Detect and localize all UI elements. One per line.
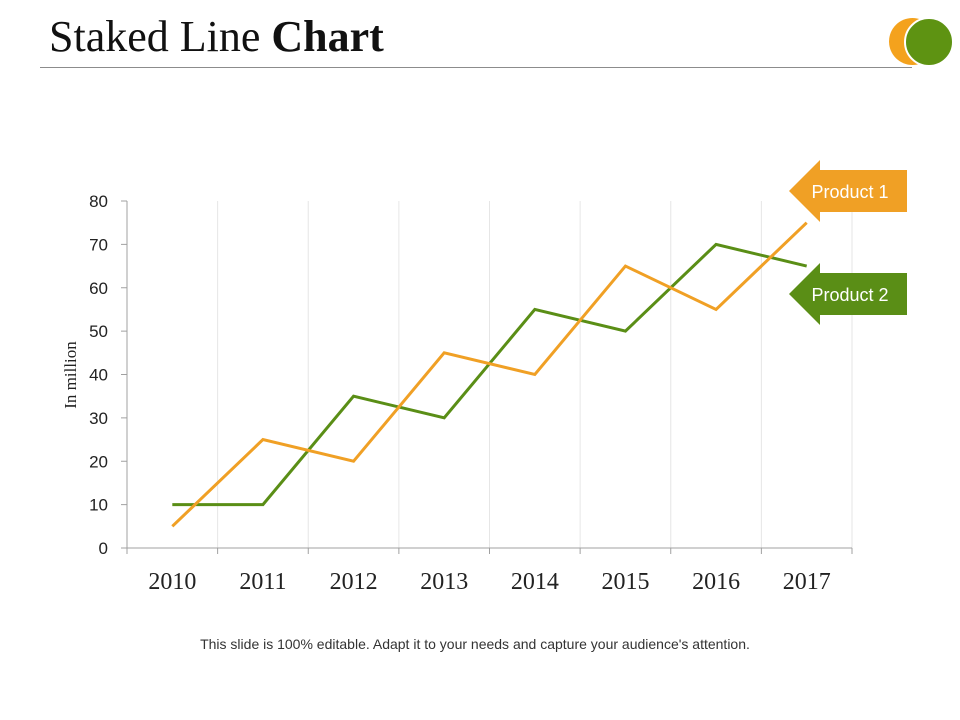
x-tick-label-2015: 2015 (601, 569, 649, 595)
y-tick-label-50: 50 (89, 322, 108, 341)
y-tick-label-10: 10 (89, 496, 108, 515)
legend-arrow-1 (789, 160, 907, 222)
series-line-1 (171, 221, 808, 528)
footer-note: This slide is 100% editable. Adapt it to… (200, 636, 750, 652)
x-tick-label-2016: 2016 (692, 569, 740, 595)
legend-callout-2: Product 2 (789, 263, 907, 325)
slide-title-bold: Chart (271, 12, 384, 61)
legend-label-1: Product 1 (811, 182, 888, 202)
y-tick-label-40: 40 (89, 366, 108, 385)
title-divider (40, 67, 912, 68)
slide-title-normal: Staked Line (49, 12, 272, 61)
x-tick-label-2017: 2017 (783, 569, 831, 595)
y-tick-label-30: 30 (89, 409, 108, 428)
x-tick-label-2010: 2010 (148, 569, 196, 595)
green-circle-icon (904, 17, 954, 67)
x-tick-label-2012: 2012 (330, 569, 378, 595)
chart-legend: Product 1 Product 2 (789, 160, 907, 325)
legend-label-2: Product 2 (811, 285, 888, 305)
y-axis-label: In million (61, 341, 80, 409)
x-tick-label-2011: 2011 (239, 569, 286, 595)
chart-gridlines (217, 201, 853, 548)
slide-title: Staked Line Chart (49, 8, 384, 66)
y-tick-label-60: 60 (89, 279, 108, 298)
y-tick-label-20: 20 (89, 452, 108, 471)
x-tick-label-2013: 2013 (420, 569, 468, 595)
y-tick-label-80: 80 (89, 192, 108, 211)
chart-series (171, 221, 808, 528)
y-tick-label-0: 0 (99, 539, 108, 558)
legend-callout-1: Product 1 (789, 160, 907, 222)
legend-arrow-2 (789, 263, 907, 325)
chart-axes: 0 10 20 30 40 50 60 70 80 2010 2011 2012 2013 2014 201… (89, 192, 853, 595)
overlapping-circles-logo (886, 16, 958, 72)
y-tick-label-70: 70 (89, 235, 108, 254)
x-tick-label-2014: 2014 (511, 569, 559, 595)
